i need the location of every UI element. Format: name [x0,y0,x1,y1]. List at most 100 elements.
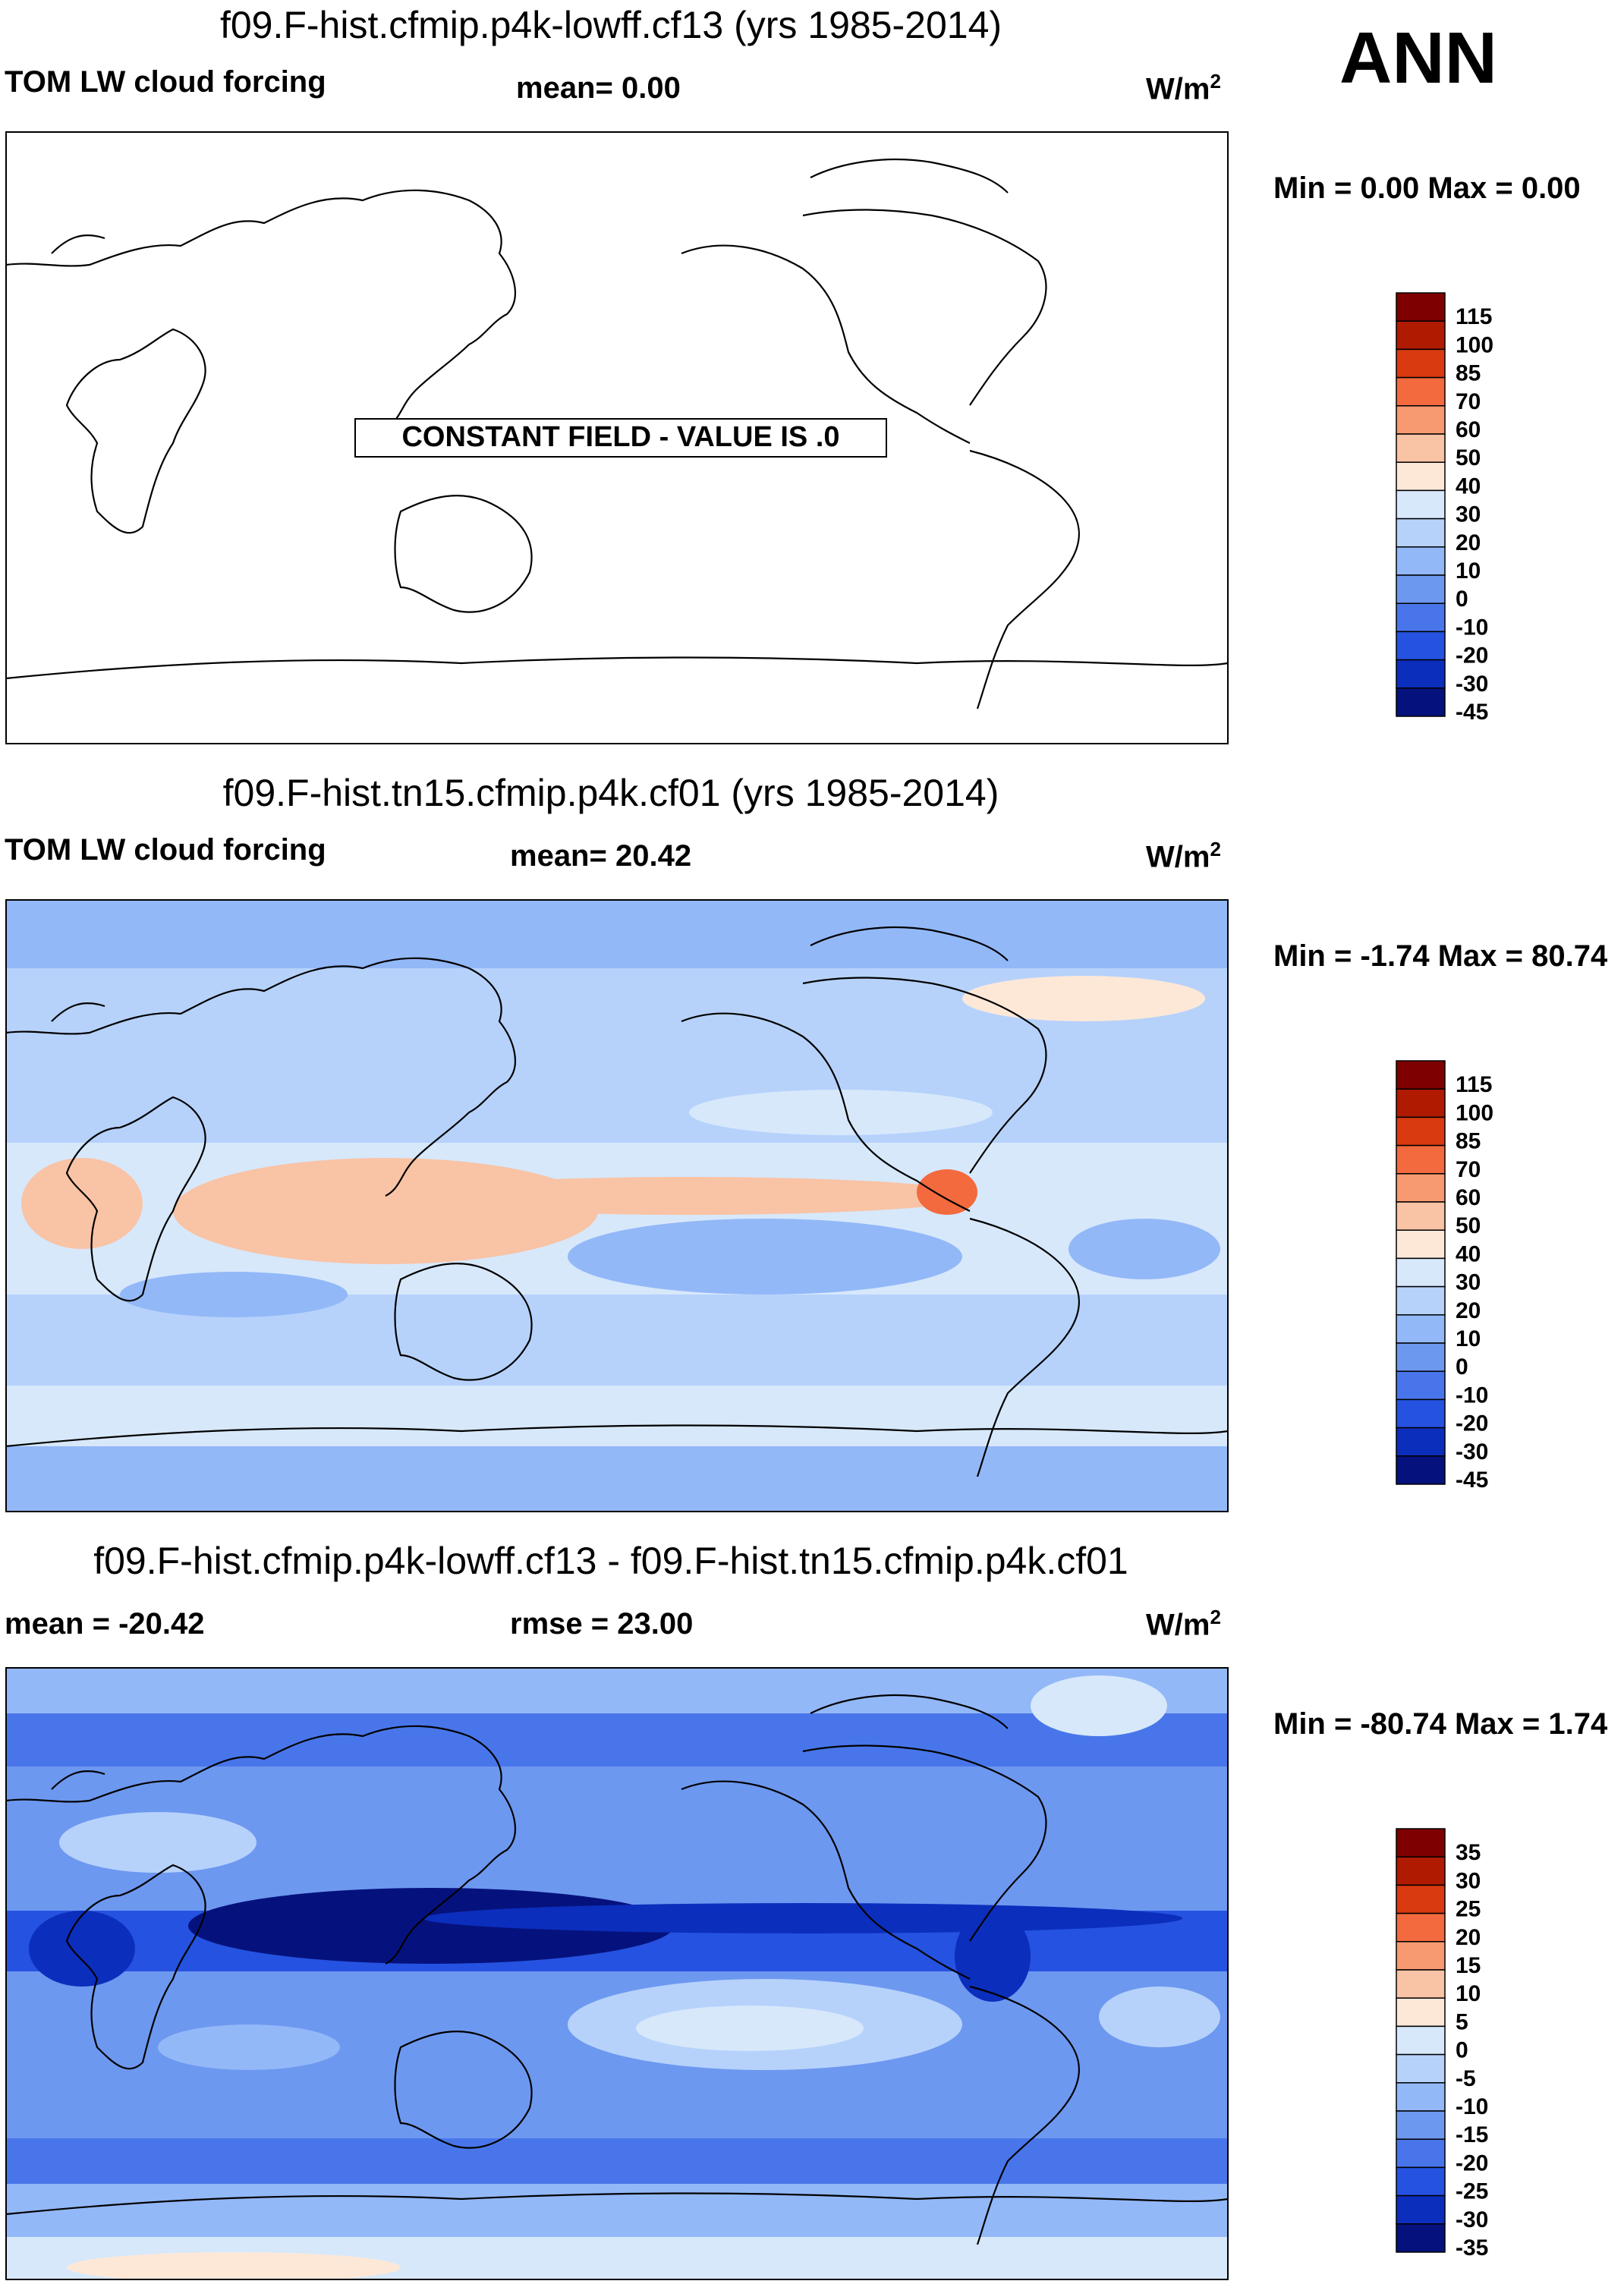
panel2-colorbar-boxes [1396,1060,1446,1485]
colorbar-tick-label: -25 [1456,2179,1488,2204]
panel3-map-frame [5,1667,1229,2280]
colorbar-tick-label: -10 [1456,1383,1488,1408]
panel1-coastlines [5,159,1229,709]
panel3-itcz [423,1903,1182,1933]
colorbar-box [1396,1856,1446,1886]
colorbar-box [1396,659,1446,689]
colorbar-box [1396,1370,1446,1401]
panel2-atlantic-low [1069,1219,1220,1279]
colorbar-box [1396,2138,1446,2169]
panel3-title: f09.F-hist.cfmip.p4k-lowff.cf13 - f09.F-… [93,1540,1128,1582]
panel3-minmax: Min = -80.74 Max = 1.74 [1273,1707,1608,1741]
panel2-indian-low [120,1272,348,1317]
colorbar-tick-label: -20 [1456,2150,1488,2175]
panel3-se-atlantic [1099,1987,1220,2047]
colorbar-tick-label: 20 [1456,1298,1481,1323]
panel2-map-frame [5,899,1229,1512]
panel3-left-label: mean = -20.42 [5,1607,205,1641]
panel2-units: W/m2 [1146,838,1221,874]
colorbar-tick-label: 0 [1456,1354,1468,1380]
colorbar-box [1396,320,1446,351]
panel1-left-label: TOM LW cloud forcing [5,65,326,99]
colorbar-box [1396,546,1446,576]
colorbar-box [1396,376,1446,407]
colorbar-box [1396,433,1446,463]
colorbar-box [1396,1828,1446,1858]
colorbar-box [1396,518,1446,548]
colorbar-tick-label: 50 [1456,445,1481,470]
panel3-colorbar-boxes [1396,1828,1446,2253]
colorbar-box [1396,1116,1446,1147]
panel3-se-pacific-core [636,2006,864,2051]
colorbar-tick-label: 40 [1456,1241,1481,1266]
panel1-colorbar-boxes [1396,292,1446,717]
colorbar-tick-label: 115 [1456,304,1492,329]
panel3-amazon [955,1911,1031,2002]
colorbar-tick-label: 10 [1456,1326,1481,1351]
panel3-coastlines [5,1694,1229,2245]
colorbar-box [1396,2082,1446,2112]
colorbar-tick-label: 50 [1456,1213,1481,1238]
panel3-north-band [6,1713,1228,1766]
panel3-greenland [1031,1675,1167,1736]
colorbar-tick-label: 60 [1456,1185,1481,1210]
constant-field-box [354,418,887,458]
panel2-left-label: TOM LW cloud forcing [5,833,326,867]
colorbar-tick-label: 0 [1456,587,1468,612]
panel3-rmse: rmse = 23.00 [510,1607,694,1641]
colorbar-box [1396,1342,1446,1372]
colorbar-box [1396,348,1446,379]
panel3-field [6,1668,1228,2279]
panel2-map [5,899,1229,1512]
colorbar-box [1396,602,1446,633]
panel3-antarctic-warm [67,2252,401,2279]
constant-field-label: CONSTANT FIELD - VALUE IS .0 [401,421,839,453]
colorbar-tick-label: 70 [1456,1157,1481,1182]
colorbar-tick-label: -45 [1456,700,1488,725]
colorbar-tick-label: 10 [1456,1981,1481,2006]
colorbar-box [1396,1285,1446,1316]
panel2-title: f09.F-hist.tn15.cfmip.p4k.cf01 (yrs 1985… [222,772,999,814]
panel1-minmax: Min = 0.00 Max = 0.00 [1273,171,1581,205]
panel2-pacific-light [689,1090,993,1135]
colorbar-tick-label: 115 [1456,1072,1492,1097]
colorbar-box [1396,1941,1446,1971]
panel2-atlantic-warm [962,976,1205,1021]
panel3-colorbar: 35 30 25 20 15 10 5 0 -5 -10 -15 -20 -25 -30 -35 [1396,1828,1488,2260]
colorbar-box [1396,1455,1446,1485]
colorbar-box [1396,574,1446,604]
colorbar-tick-label: 30 [1456,1868,1481,1893]
colorbar-box [1396,1088,1446,1118]
colorbar-tick-label: -45 [1456,1468,1488,1493]
panel1-mean: mean= 0.00 [516,71,681,105]
colorbar-box [1396,1969,1446,1999]
panel1-units: W/m2 [1146,70,1221,106]
panel2-itcz [401,1177,977,1215]
colorbar-box [1396,2025,1446,2056]
colorbar-box [1396,1912,1446,1943]
panel3-arctic-band [6,1668,1228,1713]
colorbar-tick-label: 20 [1456,1925,1481,1950]
colorbar-box [1396,489,1446,520]
panel3-africa [29,1911,135,1987]
panel2-minmax: Min = -1.74 Max = 80.74 [1273,939,1608,973]
colorbar-box [1396,2053,1446,2084]
colorbar-box [1396,1060,1446,1090]
colorbar-box [1396,2194,1446,2225]
colorbar-box [1396,1144,1446,1175]
colorbar-box [1396,631,1446,661]
colorbar-tick-label: -35 [1456,2235,1488,2260]
panel2-mean: mean= 20.42 [510,839,692,873]
panel3-units: W/m2 [1146,1606,1221,1642]
colorbar-box [1396,461,1446,492]
colorbar-tick-label: 0 [1456,2038,1468,2063]
colorbar-tick-label: 10 [1456,558,1481,584]
colorbar-box [1396,292,1446,322]
colorbar-tick-label: -15 [1456,2122,1488,2147]
colorbar-tick-label: 15 [1456,1953,1481,1978]
panel3-sahara [59,1812,257,1873]
colorbar-tick-label: -5 [1456,2066,1476,2091]
